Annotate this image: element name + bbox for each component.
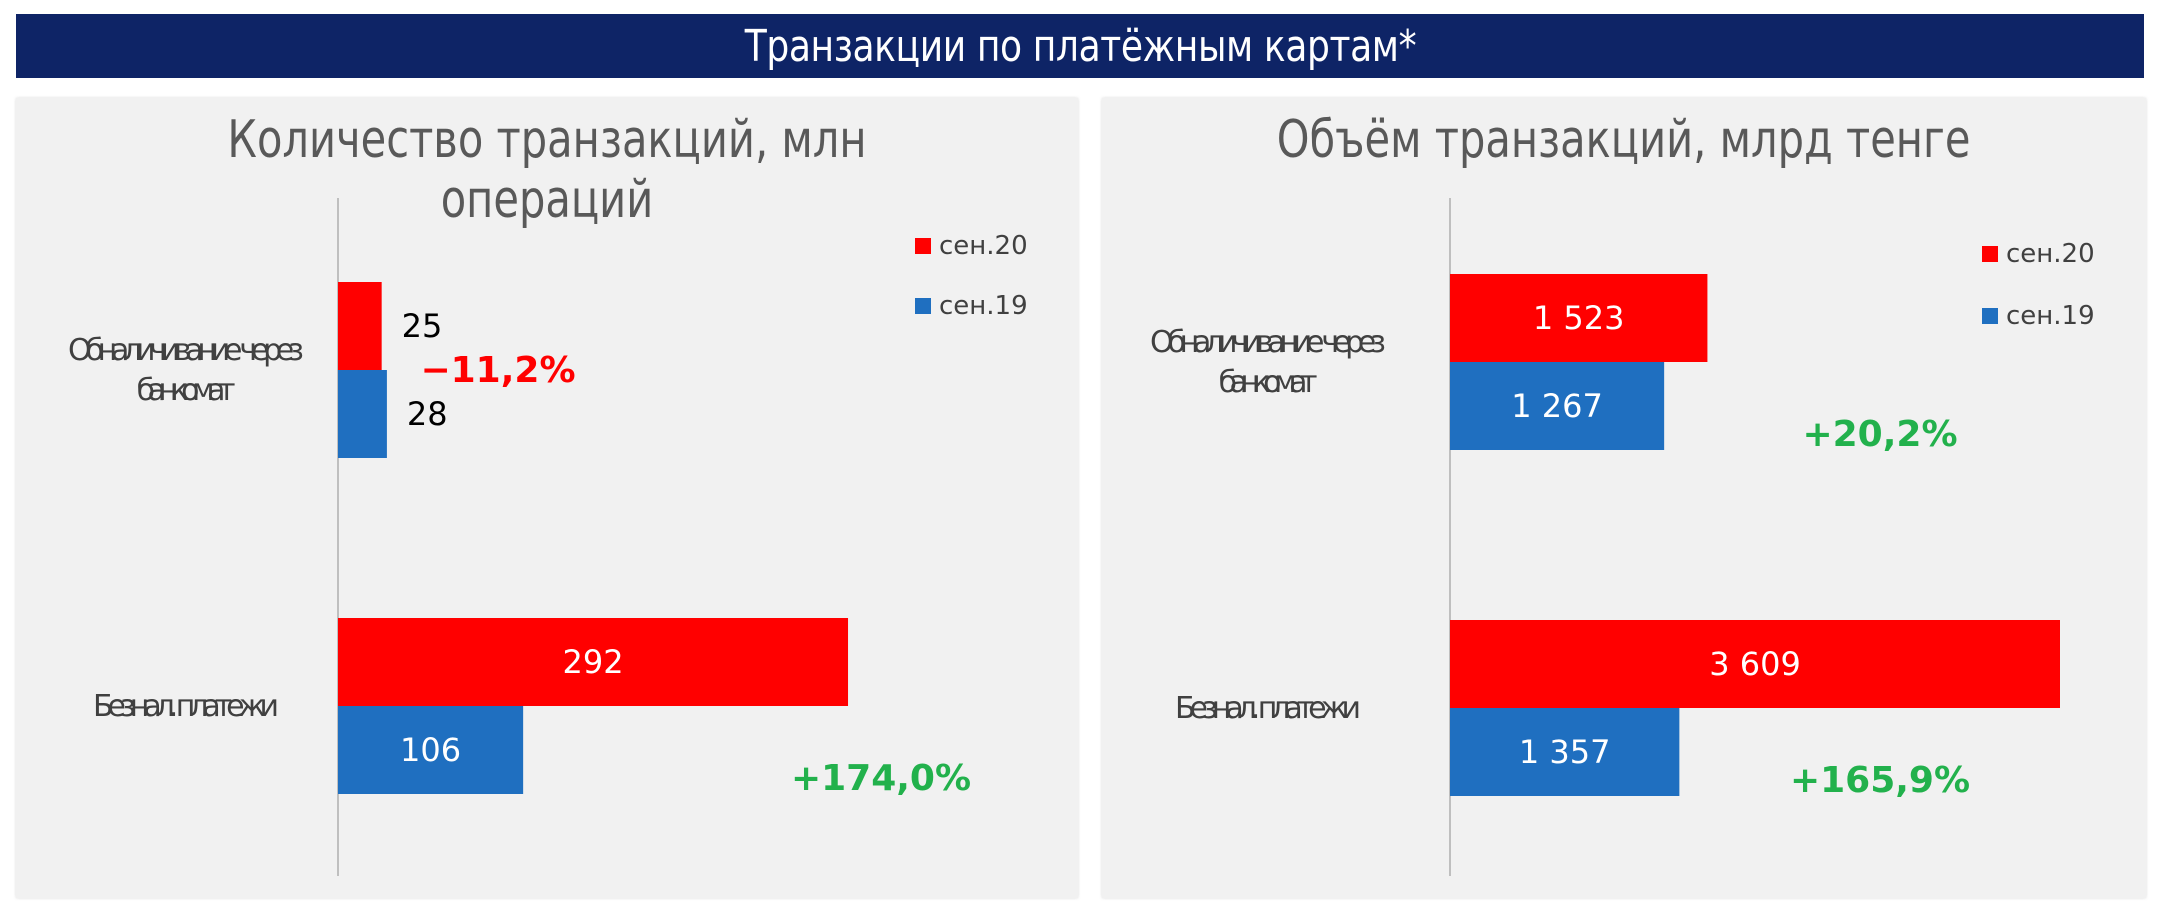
category-label: банкомат: [1219, 365, 1318, 400]
legend-swatch: [1982, 246, 1998, 262]
data-label: 3 609: [1709, 645, 1801, 683]
chart-panel-transaction-count: Количество транзакций, млн операций сен.…: [16, 98, 1078, 898]
legend-label: сен.19: [939, 291, 1028, 321]
page-title: Транзакции по платёжным картам*: [744, 20, 1416, 72]
change-label: −11,2%: [420, 350, 575, 391]
bar: [1450, 274, 1708, 362]
category-label: Безнал. платежи: [93, 689, 279, 724]
chart-svg: сен.20 сен.19 Обналичивание через банкомат 1…: [1150, 198, 2095, 876]
data-label: 1 523: [1533, 299, 1625, 337]
page-title-banner: Транзакции по платёжным картам*: [16, 14, 2144, 78]
legend-swatch: [915, 298, 931, 314]
chart-svg: сен.20 сен.19 Обналичивание через банкомат 2…: [68, 198, 1028, 876]
legend-swatch: [915, 238, 931, 254]
data-label: 28: [407, 395, 448, 433]
category-label: банкомат: [137, 373, 236, 408]
change-label: +20,2%: [1802, 414, 1957, 455]
chart-title-text: Количество транзакций, млн операций: [227, 110, 867, 230]
bar: [338, 370, 387, 458]
chart-title-text: Объём транзакций, млрд тенге: [1277, 110, 1971, 170]
bar: [338, 282, 382, 370]
bar: [1450, 362, 1665, 450]
change-label: +165,9%: [1790, 760, 1970, 801]
data-label: 1 357: [1519, 733, 1611, 771]
legend-label: сен.20: [2006, 239, 2095, 269]
chart-title: Объём транзакций, млрд тенге: [1102, 110, 2146, 170]
category-label: Обналичивание через: [68, 333, 304, 368]
bar: [1450, 620, 2060, 708]
legend-swatch: [1982, 308, 1998, 324]
data-label: 1 267: [1511, 387, 1603, 425]
bar: [338, 618, 849, 706]
bar: [338, 706, 524, 794]
data-label: 106: [400, 731, 461, 769]
category-label: Безнал. платежи: [1175, 691, 1361, 726]
legend-label: сен.20: [939, 231, 1028, 261]
chart-title: Количество транзакций, млн операций: [16, 110, 1078, 230]
change-label: +174,0%: [791, 758, 971, 799]
data-label: 25: [402, 307, 443, 345]
legend-label: сен.19: [2006, 301, 2095, 331]
data-label: 292: [562, 643, 623, 681]
chart-panel-transaction-volume: Объём транзакций, млрд тенге сен.20 сен.1…: [1102, 98, 2146, 898]
category-label: Обналичивание через: [1150, 325, 1386, 360]
bar: [1450, 708, 1680, 796]
